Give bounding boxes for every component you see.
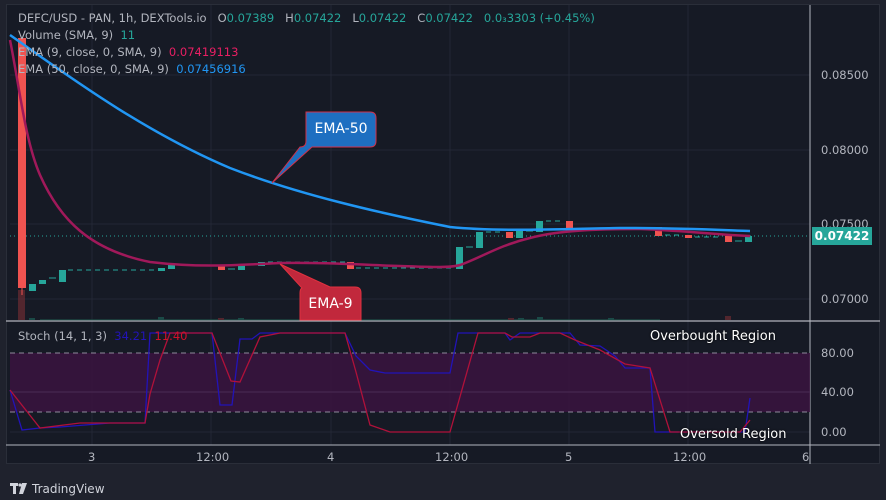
stoch-d-line	[9, 332, 751, 433]
symbol-legend: DEFC/USD - PAN, 1h, DEXTools.io O0.07389…	[18, 11, 595, 25]
oversold-label: Oversold Region	[680, 427, 787, 442]
price-tick: 0.08500	[821, 68, 869, 82]
open-value: 0.07389	[226, 11, 275, 25]
stoch-k-value: 34.21	[114, 329, 148, 343]
overbought-label: Overbought Region	[650, 329, 776, 344]
ema50-line	[9, 33, 751, 233]
volume-label: Volume (SMA, 9)	[18, 28, 114, 42]
stoch-label: Stoch (14, 1, 3)	[18, 329, 107, 343]
stoch-band	[10, 353, 810, 412]
ema50-callout-label: EMA-50	[314, 121, 368, 137]
ema9-callout	[279, 263, 362, 321]
time-tick: 5	[565, 450, 573, 464]
volume-bars	[18, 290, 731, 321]
ema9-callout-label: EMA-9	[308, 296, 353, 312]
stoch-tick: 80.00	[821, 346, 854, 360]
stoch-legend[interactable]: Stoch (14, 1, 3) 34.21 11.40	[18, 329, 187, 343]
tradingview-branding[interactable]: TradingView	[10, 482, 105, 496]
tradingview-name: TradingView	[32, 482, 105, 496]
stoch-tick: 0.00	[821, 425, 847, 439]
high-value: 0.07422	[293, 11, 342, 25]
time-tick: 3	[88, 450, 96, 464]
time-tick: 12:00	[435, 450, 469, 464]
ema50-label: EMA (50, close, 0, SMA, 9)	[18, 62, 169, 76]
ema50-value: 0.07456916	[176, 62, 246, 76]
stoch-k-line	[9, 332, 751, 433]
open-label: O	[217, 11, 227, 25]
low-label: L	[352, 11, 359, 25]
time-tick: 6	[802, 450, 810, 464]
close-value: 0.07422	[425, 11, 473, 25]
ema9-value: 0.07419113	[168, 45, 239, 59]
ema9-label: EMA (9, close, 0, SMA, 9)	[18, 45, 162, 59]
change-value: 0.0₃3303 (+0.45%)	[483, 11, 595, 25]
price-tick: 0.08000	[821, 143, 869, 157]
volume-legend[interactable]: Volume (SMA, 9) 11	[18, 28, 135, 42]
time-tick: 12:00	[196, 450, 230, 464]
ema9-legend[interactable]: EMA (9, close, 0, SMA, 9) 0.07419113	[18, 45, 238, 59]
price-tick: 0.07000	[821, 292, 869, 306]
high-label: H	[285, 11, 294, 25]
current-price-tag: 0.07422	[812, 227, 872, 245]
tradingview-logo-icon	[10, 483, 27, 494]
time-tick: 12:00	[673, 450, 707, 464]
ema50-callout	[271, 111, 377, 184]
close-label: C	[417, 11, 426, 25]
time-tick: 4	[327, 450, 335, 464]
stoch-tick: 40.00	[821, 385, 854, 399]
volume-value: 11	[120, 28, 136, 42]
stoch-d-value: 11.40	[154, 329, 188, 343]
low-value: 0.07422	[358, 11, 407, 25]
symbol-title: DEFC/USD - PAN, 1h, DEXTools.io	[18, 11, 207, 25]
ema50-legend[interactable]: EMA (50, close, 0, SMA, 9) 0.07456916	[18, 62, 246, 76]
